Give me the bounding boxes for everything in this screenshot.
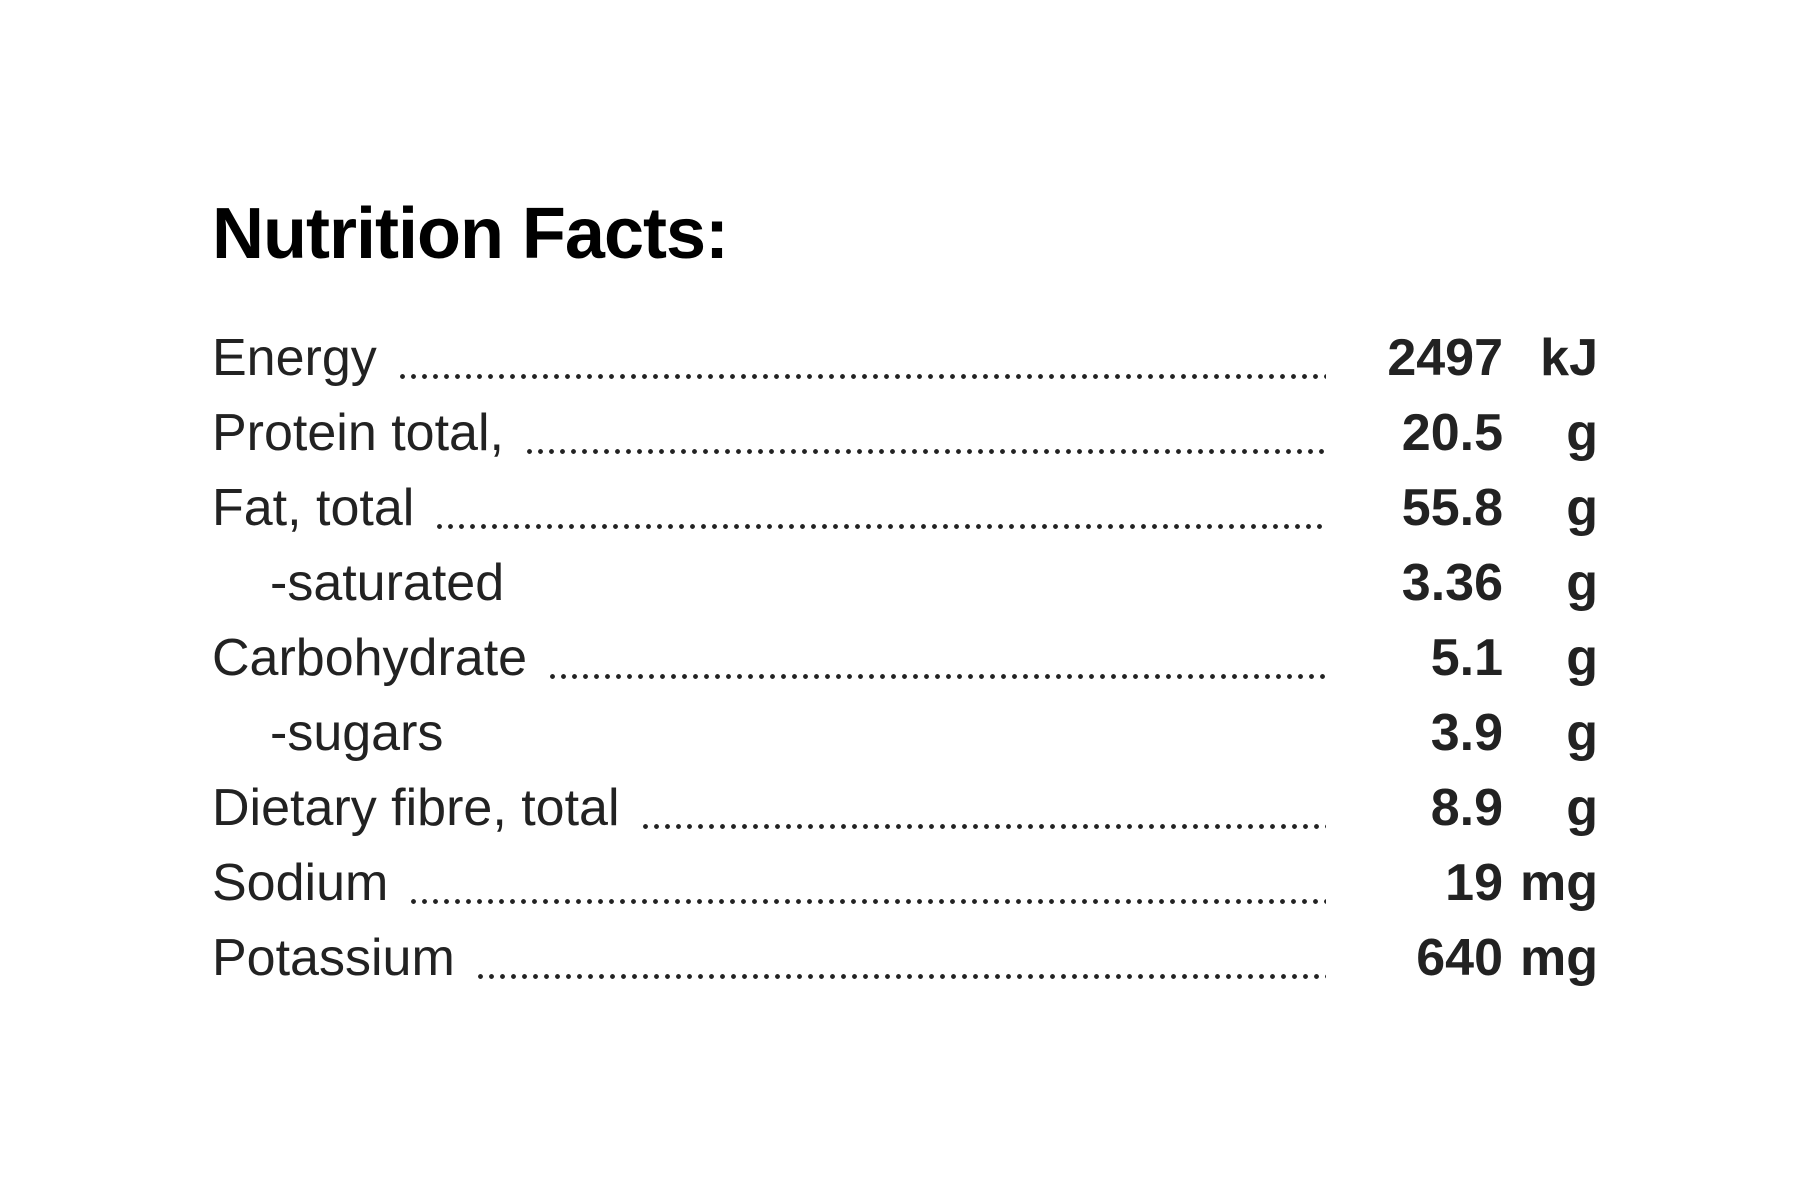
nutrient-row-sugars: -sugars 3.9 g: [212, 695, 1598, 770]
nutrient-unit: g: [1566, 628, 1598, 687]
nutrient-value: 19: [1445, 853, 1503, 912]
nutrient-label: Dietary fibre, total: [212, 778, 620, 837]
nutrient-row-fibre: Dietary fibre, total 8.9 g: [212, 770, 1598, 845]
nutrient-label: Potassium: [212, 928, 455, 987]
nutrition-facts-title: Nutrition Facts:: [212, 194, 729, 274]
nutrient-row-energy: Energy 2497 kJ: [212, 320, 1598, 395]
nutrient-unit: mg: [1520, 853, 1598, 912]
dotted-leader: [434, 483, 1326, 532]
nutrient-label: Carbohydrate: [212, 628, 528, 687]
nutrient-unit: g: [1566, 703, 1598, 762]
nutrient-label: Fat, total: [212, 478, 415, 537]
nutrient-value: 20.5: [1401, 403, 1503, 462]
nutrient-row-protein: Protein total, 20.5 g: [212, 395, 1598, 470]
nutrient-value: 8.9: [1430, 778, 1503, 837]
nutrient-label: Energy: [212, 328, 377, 387]
nutrient-value: 3.9: [1430, 703, 1503, 762]
nutrient-unit: g: [1566, 478, 1598, 537]
nutrition-facts-panel: Nutrition Facts: Energy 2497 kJ Protein …: [212, 190, 1598, 995]
nutrient-value: 55.8: [1401, 478, 1503, 537]
nutrition-table: Energy 2497 kJ Protein total, 20.5 g Fat…: [212, 320, 1598, 995]
nutrient-value: 5.1: [1430, 628, 1503, 687]
nutrient-label: Protein total,: [212, 403, 504, 462]
dotted-leader: [523, 408, 1326, 457]
nutrient-unit: g: [1566, 553, 1598, 612]
nutrient-sublabel: -saturated: [270, 553, 505, 612]
nutrient-row-saturated: -saturated 3.36 g: [212, 545, 1598, 620]
nutrient-unit: g: [1566, 778, 1598, 837]
nutrient-label: Sodium: [212, 853, 389, 912]
dotted-leader: [474, 933, 1326, 982]
nutrient-unit: g: [1566, 403, 1598, 462]
nutrient-value: 2497: [1387, 328, 1503, 387]
nutrient-row-carbohydrate: Carbohydrate 5.1 g: [212, 620, 1598, 695]
nutrient-unit: kJ: [1540, 328, 1598, 387]
dotted-leader: [408, 858, 1326, 907]
nutrient-value: 640: [1416, 928, 1503, 987]
nutrient-row-fat: Fat, total 55.8 g: [212, 470, 1598, 545]
nutrient-sublabel: -sugars: [270, 703, 444, 762]
nutrient-row-sodium: Sodium 19 mg: [212, 845, 1598, 920]
dotted-leader: [547, 633, 1326, 682]
nutrient-value: 3.36: [1401, 553, 1503, 612]
nutrient-row-potassium: Potassium 640 mg: [212, 920, 1598, 995]
nutrient-unit: mg: [1520, 928, 1598, 987]
dotted-leader: [396, 333, 1326, 382]
dotted-leader: [639, 783, 1326, 832]
